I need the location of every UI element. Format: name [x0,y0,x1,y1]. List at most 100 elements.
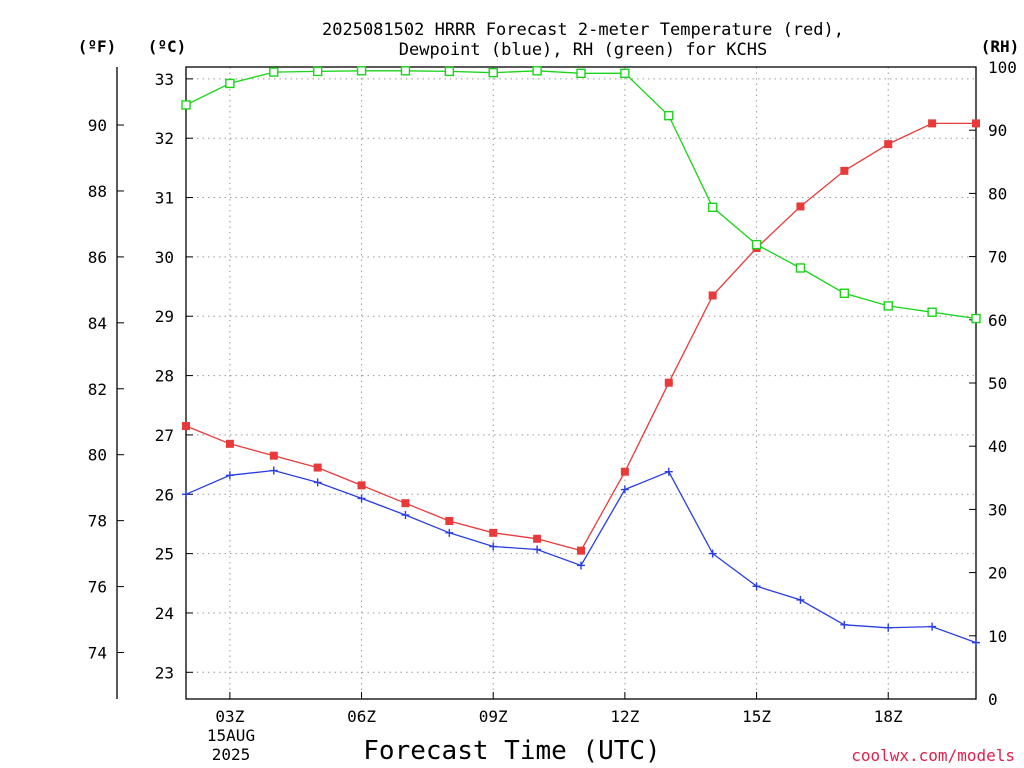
dewpoint-point [445,528,454,537]
time-tick-label: 15Z [742,707,771,726]
fahrenheit-tick-label: 76 [88,578,107,597]
relative-humidity-point [664,110,674,121]
dewpoint-point [620,485,629,494]
relative-humidity-point [927,307,937,317]
relative-humidity-point [971,313,981,324]
grid-lines [186,67,976,699]
relative-humidity-point [400,66,411,76]
temperature-point [620,467,629,476]
dewpoint-point [313,478,322,487]
celsius-tick-label: 28 [155,367,174,386]
source-credit: coolwx.com/models [851,746,1015,765]
celsius-tick-label: 25 [155,545,174,564]
rh-tick-label: 40 [988,437,1007,456]
temperature-point [357,481,366,490]
rh-tick-label: 30 [988,500,1007,519]
dewpoint-point [884,623,893,632]
celsius-unit-label: (ºC) [148,37,187,56]
relative-humidity-point [839,288,850,298]
celsius-tick-label: 26 [155,485,174,504]
fahrenheit-tick-label: 78 [88,512,107,531]
fahrenheit-tick-label: 74 [88,644,107,663]
dewpoint-point [796,595,805,604]
chart-title-line1: 2025081502 HRRR Forecast 2-meter Tempera… [322,20,844,40]
time-tick-label: 06Z [347,707,376,726]
fahrenheit-tick-label: 88 [88,182,107,201]
temperature-point [708,291,717,300]
rh-tick-label: 80 [988,184,1007,203]
relative-humidity-point [576,68,586,79]
time-tick-label: 18Z [874,707,903,726]
temperature-point [577,546,585,555]
relative-humidity-point [488,67,498,78]
temperature-point [884,140,893,149]
temperature-point [445,516,454,525]
temperature-point [489,528,498,537]
celsius-tick-label: 24 [155,604,174,623]
fahrenheit-axis: 74 76 78 80 82 84 86 88 90 [88,116,124,663]
temperature-point [664,378,673,387]
celsius-tick-label: 23 [155,663,174,682]
dewpoint-point [840,620,849,629]
celsius-axis: 23 24 25 26 27 28 29 30 31 32 33 [155,70,193,682]
temperature-point [928,119,937,128]
dewpoint-point [269,466,278,475]
dewpoint-series [182,466,980,647]
temperature-point [269,451,278,460]
temperature-point [225,439,234,448]
temperature-point [972,119,980,128]
dewpoint-point [928,622,937,631]
chart-title-line2: Dewpoint (blue), RH (green) for KCHS [399,40,767,60]
temperature-line [185,122,976,552]
relative-humidity-point [883,301,893,311]
temperature-point [313,463,322,472]
date-label-line2: 2025 [212,745,251,764]
fahrenheit-tick-label: 80 [88,446,107,465]
relative-humidity-line [185,70,977,320]
x-axis-title: Forecast Time (UTC) [363,736,660,766]
dewpoint-point [752,582,761,591]
fahrenheit-tick-label: 90 [88,116,107,135]
fahrenheit-tick-label: 84 [88,314,107,333]
relative-humidity-point [795,263,806,273]
temperature-point [840,166,849,175]
time-tick-label: 03Z [215,707,244,726]
dewpoint-point [972,638,980,647]
series-layer [181,66,981,647]
dewpoint-point [708,549,717,558]
relative-humidity-series [181,66,981,324]
celsius-tick-label: 31 [155,189,174,208]
relative-humidity-point [181,100,191,110]
plot-frame [185,66,977,700]
rh-axis: 0 10 20 30 40 50 60 70 80 90 100 [969,58,1017,709]
rh-tick-label: 0 [988,690,998,709]
rh-tick-label: 90 [988,121,1007,140]
relative-humidity-point [532,66,542,76]
relative-humidity-point [444,66,455,77]
celsius-tick-label: 32 [155,129,174,148]
temperature-point [182,422,190,431]
relative-humidity-point [269,67,279,77]
dewpoint-point [489,542,498,551]
celsius-tick-label: 27 [155,426,174,445]
time-tick-label: 12Z [610,707,639,726]
relative-humidity-point [225,78,235,89]
temperature-point [796,202,805,211]
fahrenheit-unit-label: (ºF) [78,37,117,56]
rh-tick-label: 50 [988,374,1007,393]
celsius-tick-label: 30 [155,248,174,267]
dewpoint-point [533,545,542,554]
celsius-tick-label: 33 [155,70,174,89]
fahrenheit-tick-label: 86 [88,248,107,267]
rh-tick-label: 20 [988,564,1007,583]
celsius-tick-label: 29 [155,307,174,326]
dewpoint-point [577,561,585,570]
temperature-point [533,534,542,543]
date-label-line1: 15AUG [207,726,255,745]
dewpoint-point [401,511,410,520]
relative-humidity-point [356,66,367,76]
relative-humidity-point [620,68,630,79]
time-tick-label: 09Z [479,707,508,726]
time-axis: 03Z 06Z 09Z 12Z 15Z 18Z [215,692,903,726]
